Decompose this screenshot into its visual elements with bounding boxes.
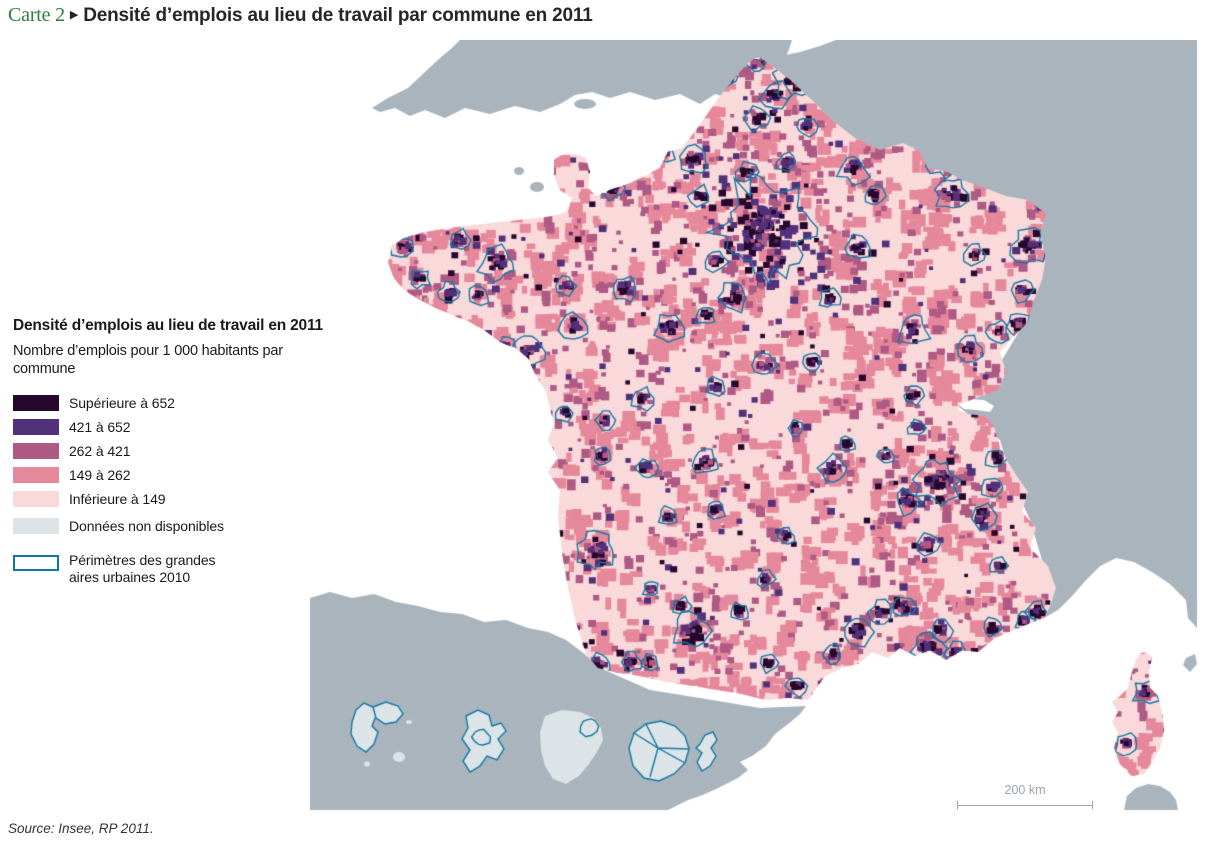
legend-label: 262 à 421 xyxy=(69,443,131,459)
legend-item: 262 à 421 xyxy=(13,439,333,463)
legend-swatch xyxy=(13,467,59,483)
scale-bar-label: 200 km xyxy=(1004,783,1046,797)
map-legend: Densité d’emplois au lieu de travail en … xyxy=(13,316,333,585)
legend-swatch xyxy=(13,518,59,534)
legend-swatch xyxy=(13,491,59,507)
legend-title: Densité d’emplois au lieu de travail en … xyxy=(13,317,323,334)
france-employment-density-map xyxy=(0,40,1213,812)
figure-number: Carte 2 xyxy=(8,4,65,26)
legend-item-urban-perimeter: Périmètres des grandes aires urbaines 20… xyxy=(13,552,333,585)
figure-title-text: Densité d’emplois au lieu de travail par… xyxy=(83,5,593,26)
figure-title: Carte 2 ▶ Densité d’emplois au lieu de tra… xyxy=(8,4,593,27)
legend-rows: Supérieure à 652 421 à 652 262 à 421 149… xyxy=(13,391,333,585)
legend-label: Périmètres des grandes aires urbaines 20… xyxy=(69,552,216,585)
legend-label-line1: Périmètres des grandes xyxy=(69,552,216,568)
legend-label-line2: aires urbaines 2010 xyxy=(69,568,191,585)
scale-bar: 200 km xyxy=(957,783,1093,809)
legend-label: 421 à 652 xyxy=(69,419,131,435)
legend-swatch xyxy=(13,395,59,411)
source-note: Source: Insee, RP 2011. xyxy=(8,821,154,836)
scale-bar-rule xyxy=(958,805,1092,806)
legend-swatch xyxy=(13,443,59,459)
legend-outline-swatch xyxy=(13,555,59,571)
scale-bar-line xyxy=(957,801,1093,809)
legend-swatch xyxy=(13,419,59,435)
legend-item: Inférieure à 149 xyxy=(13,487,333,511)
legend-item: Données non disponibles xyxy=(13,514,333,538)
legend-item: 421 à 652 xyxy=(13,415,333,439)
legend-label: 149 à 262 xyxy=(69,467,131,483)
legend-label: Données non disponibles xyxy=(69,518,224,534)
legend-label: Inférieure à 149 xyxy=(69,491,166,507)
legend-item: Supérieure à 652 xyxy=(13,391,333,415)
legend-label: Supérieure à 652 xyxy=(69,395,175,411)
legend-subtitle: Nombre d’emplois pour 1 000 habitants pa… xyxy=(13,343,283,377)
arrow-icon: ▶ xyxy=(69,9,79,21)
legend-item: 149 à 262 xyxy=(13,463,333,487)
